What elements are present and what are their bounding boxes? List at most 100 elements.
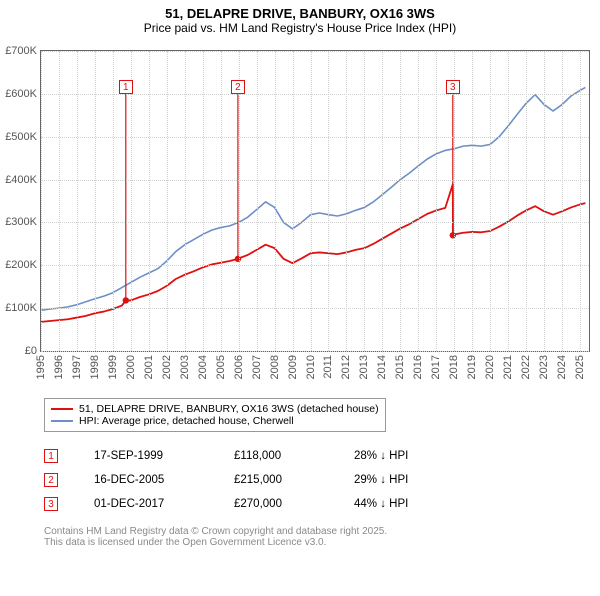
- gridline-v: [364, 51, 365, 351]
- legend-label: 51, DELAPRE DRIVE, BANBURY, OX16 3WS (de…: [79, 403, 379, 415]
- chart-marker: 1: [119, 80, 133, 94]
- table-row: 3 01-DEC-2017£270,00044% ↓ HPI: [44, 492, 484, 516]
- chart-title-2: Price paid vs. HM Land Registry's House …: [0, 21, 600, 35]
- y-tick-label: £200K: [5, 259, 37, 271]
- legend-item: 51, DELAPRE DRIVE, BANBURY, OX16 3WS (de…: [51, 403, 379, 415]
- x-tick-label: 2014: [376, 355, 388, 379]
- x-tick-label: 2007: [251, 355, 263, 379]
- gridline-v: [562, 51, 563, 351]
- gridline-v: [41, 51, 42, 351]
- x-tick-label: 2016: [412, 355, 424, 379]
- footer-line-2: This data is licensed under the Open Gov…: [44, 537, 387, 548]
- table-price: £118,000: [234, 450, 354, 462]
- gridline-v: [59, 51, 60, 351]
- x-tick-label: 2015: [394, 355, 406, 379]
- table-row: 1 17-SEP-1999£118,00028% ↓ HPI: [44, 444, 484, 468]
- chart-legend: 51, DELAPRE DRIVE, BANBURY, OX16 3WS (de…: [44, 398, 386, 432]
- table-price: £270,000: [234, 498, 354, 510]
- legend-label: HPI: Average price, detached house, Cher…: [79, 415, 294, 427]
- legend-swatch: [51, 408, 73, 410]
- gridline-v: [346, 51, 347, 351]
- series-price-line: [41, 184, 585, 322]
- gridline-v: [167, 51, 168, 351]
- x-tick-label: 2006: [233, 355, 245, 379]
- footer-attribution: Contains HM Land Registry data © Crown c…: [44, 526, 387, 548]
- x-tick-label: 2001: [143, 355, 155, 379]
- y-tick-label: £400K: [5, 174, 37, 186]
- gridline-h: [41, 265, 589, 266]
- table-marker: 3: [44, 497, 58, 511]
- table-row: 2 16-DEC-2005£215,00029% ↓ HPI: [44, 468, 484, 492]
- chart-lines-svg: [41, 51, 589, 351]
- gridline-v: [544, 51, 545, 351]
- gridline-v: [490, 51, 491, 351]
- table-date: 16-DEC-2005: [94, 474, 234, 486]
- table-pct-vs-hpi: 44% ↓ HPI: [354, 498, 484, 510]
- gridline-v: [77, 51, 78, 351]
- legend-swatch: [51, 420, 73, 422]
- table-marker: 1: [44, 449, 58, 463]
- gridline-h: [41, 51, 589, 52]
- x-tick-label: 2009: [287, 355, 299, 379]
- gridline-h: [41, 222, 589, 223]
- x-tick-label: 2004: [197, 355, 209, 379]
- series-hpi-line: [41, 87, 585, 310]
- gridline-v: [328, 51, 329, 351]
- gridline-v: [293, 51, 294, 351]
- gridline-v: [382, 51, 383, 351]
- x-tick-label: 1997: [71, 355, 83, 379]
- table-pct-vs-hpi: 28% ↓ HPI: [354, 450, 484, 462]
- x-tick-label: 2025: [574, 355, 586, 379]
- x-tick-label: 2019: [466, 355, 478, 379]
- x-tick-label: 2008: [269, 355, 281, 379]
- x-tick-label: 1999: [107, 355, 119, 379]
- x-tick-label: 1995: [35, 355, 47, 379]
- table-pct-vs-hpi: 29% ↓ HPI: [354, 474, 484, 486]
- gridline-v: [185, 51, 186, 351]
- gridline-v: [418, 51, 419, 351]
- gridline-h: [41, 180, 589, 181]
- gridline-v: [203, 51, 204, 351]
- table-price: £215,000: [234, 474, 354, 486]
- gridline-v: [257, 51, 258, 351]
- gridline-v: [436, 51, 437, 351]
- sale-dot: [123, 297, 129, 303]
- chart-marker: 3: [446, 80, 460, 94]
- gridline-v: [113, 51, 114, 351]
- chart-plot-area: £0£100K£200K£300K£400K£500K£600K£700K199…: [40, 50, 590, 352]
- x-tick-label: 2013: [358, 355, 370, 379]
- gridline-v: [131, 51, 132, 351]
- y-tick-label: £600K: [5, 88, 37, 100]
- gridline-v: [149, 51, 150, 351]
- x-tick-label: 2005: [215, 355, 227, 379]
- x-tick-label: 2017: [430, 355, 442, 379]
- x-tick-label: 2022: [520, 355, 532, 379]
- gridline-v: [508, 51, 509, 351]
- gridline-v: [400, 51, 401, 351]
- x-tick-label: 2011: [322, 355, 334, 379]
- table-date: 17-SEP-1999: [94, 450, 234, 462]
- legend-item: HPI: Average price, detached house, Cher…: [51, 415, 379, 427]
- gridline-v: [526, 51, 527, 351]
- x-tick-label: 1998: [89, 355, 101, 379]
- x-tick-label: 2000: [125, 355, 137, 379]
- y-tick-label: £700K: [5, 45, 37, 57]
- y-tick-label: £100K: [5, 302, 37, 314]
- gridline-v: [580, 51, 581, 351]
- x-tick-label: 2018: [448, 355, 460, 379]
- gridline-v: [239, 51, 240, 351]
- x-tick-label: 1996: [53, 355, 65, 379]
- x-tick-label: 2003: [179, 355, 191, 379]
- x-tick-label: 2002: [161, 355, 173, 379]
- table-date: 01-DEC-2017: [94, 498, 234, 510]
- x-tick-label: 2024: [556, 355, 568, 379]
- gridline-v: [275, 51, 276, 351]
- chart-marker: 2: [231, 80, 245, 94]
- gridline-v: [95, 51, 96, 351]
- chart-title-1: 51, DELAPRE DRIVE, BANBURY, OX16 3WS: [0, 6, 600, 21]
- gridline-v: [221, 51, 222, 351]
- gridline-v: [311, 51, 312, 351]
- table-marker: 2: [44, 473, 58, 487]
- footer-line-1: Contains HM Land Registry data © Crown c…: [44, 526, 387, 537]
- gridline-v: [454, 51, 455, 351]
